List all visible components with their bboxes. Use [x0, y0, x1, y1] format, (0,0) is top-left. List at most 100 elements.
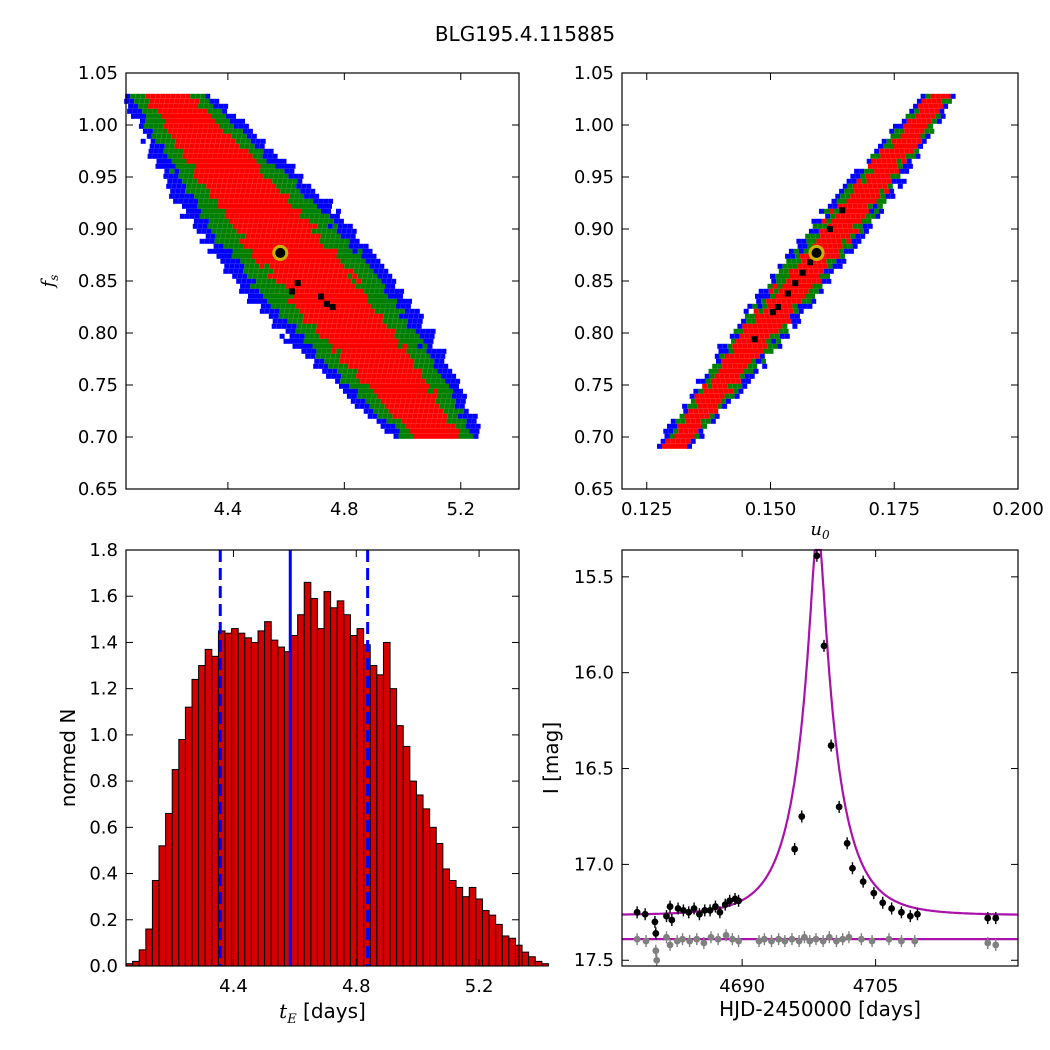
sigma1-cell [358, 363, 364, 369]
sigma1-cell [219, 193, 225, 199]
sigma1-cell [921, 98, 927, 104]
sigma2-cell [399, 333, 405, 339]
sigma3-cell [745, 378, 751, 384]
data-point [652, 930, 660, 937]
residual-point [825, 933, 833, 941]
sigma2-cell [811, 238, 817, 244]
sigma3-cell [199, 238, 205, 244]
sigma2-cell [886, 138, 892, 144]
sigma1-cell [292, 248, 298, 254]
sigma2-cell [308, 198, 314, 204]
sigma1-cell [324, 288, 330, 294]
sigma1-cell [672, 443, 677, 449]
sigma1-cell [243, 218, 249, 224]
sigma2-cell [461, 418, 467, 424]
sigma3-cell [281, 323, 287, 329]
sigma2-cell [428, 363, 434, 369]
sigma2-cell [438, 388, 443, 394]
sigma2-cell [278, 173, 284, 179]
sigma2-cell [791, 258, 797, 264]
sigma3-cell [272, 153, 278, 159]
sigma2-cell [403, 338, 409, 344]
sigma2-cell [294, 308, 300, 314]
sigma2-cell [825, 273, 830, 279]
sigma3-cell [355, 398, 361, 404]
sigma1-cell [393, 363, 399, 369]
sigma1-cell [384, 333, 390, 339]
sigma1-cell [441, 418, 447, 424]
sigma3-cell [797, 303, 803, 309]
sigma2-cell [388, 313, 394, 319]
sigma1-cell [299, 238, 305, 244]
sigma1-cell [884, 168, 890, 174]
sigma2-cell [165, 138, 171, 144]
sigma1-cell [234, 143, 240, 149]
sigma1-cell [916, 118, 922, 124]
sigma1-cell [747, 343, 753, 349]
sigma3-cell [455, 378, 461, 384]
sigma3-cell [301, 348, 307, 354]
sigma2-cell [386, 418, 392, 424]
sigma2-cell [834, 208, 839, 214]
data-point [820, 642, 828, 650]
sigma3-cell [714, 413, 720, 419]
sigma3-cell [460, 398, 466, 404]
sigma2-cell [241, 253, 247, 259]
sigma3-cell [188, 198, 194, 204]
sigma1-cell [846, 218, 852, 224]
sigma2-cell [864, 168, 870, 174]
sigma2-cell [278, 313, 284, 319]
sigma1-cell [729, 373, 735, 379]
sigma2-cell [152, 108, 158, 114]
sigma1-cell [406, 373, 412, 379]
histogram-bar [257, 630, 266, 967]
sigma1-cell [166, 113, 171, 119]
residual-point [693, 935, 701, 943]
sigma2-cell [278, 293, 283, 299]
sigma1-cell [208, 148, 214, 154]
sigma1-cell [827, 243, 833, 249]
sigma1-cell [269, 213, 275, 219]
sigma2-cell [422, 368, 428, 374]
sigma2-cell [669, 433, 675, 439]
sigma3-cell [235, 118, 240, 124]
sigma2-cell [190, 93, 196, 99]
sigma1-cell [389, 403, 395, 409]
sigma2-cell [262, 273, 268, 279]
sigma2-cell [743, 368, 749, 374]
sigma1-cell [418, 388, 423, 394]
sigma2-cell [345, 258, 351, 264]
sigma1-cell [438, 408, 444, 414]
sigma2-cell [312, 343, 318, 349]
sigma3-cell [153, 148, 159, 154]
sigma1-cell [233, 218, 239, 224]
sigma1-cell [148, 103, 154, 109]
sigma1-cell [426, 393, 432, 399]
sigma3-cell [417, 318, 423, 324]
sigma2-cell [713, 368, 719, 374]
histogram-bar [184, 706, 193, 967]
sigma2-cell [372, 298, 377, 304]
sigma1-cell [779, 313, 785, 319]
sigma1-cell [724, 373, 730, 379]
data-point [706, 907, 714, 914]
sigma1-cell [665, 438, 671, 444]
sigma1-cell [256, 228, 262, 234]
sigma3-cell [279, 333, 285, 339]
sigma1-cell [359, 358, 365, 364]
sigma1-cell [891, 158, 897, 164]
sigma2-cell [356, 393, 362, 399]
sigma1-cell [764, 333, 770, 339]
sigma2-cell [175, 163, 181, 169]
sigma1-cell [913, 143, 918, 149]
sigma1-cell [705, 398, 711, 404]
sigma1-cell [837, 243, 843, 249]
histogram-bar [277, 646, 285, 967]
sigma1-cell [320, 328, 326, 334]
sigma3-cell [209, 238, 215, 244]
sigma1-cell [248, 218, 254, 224]
sigma1-cell [287, 273, 293, 279]
sigma1-cell [340, 328, 346, 334]
sigma2-cell [870, 153, 876, 159]
sigma2-cell [231, 253, 237, 259]
